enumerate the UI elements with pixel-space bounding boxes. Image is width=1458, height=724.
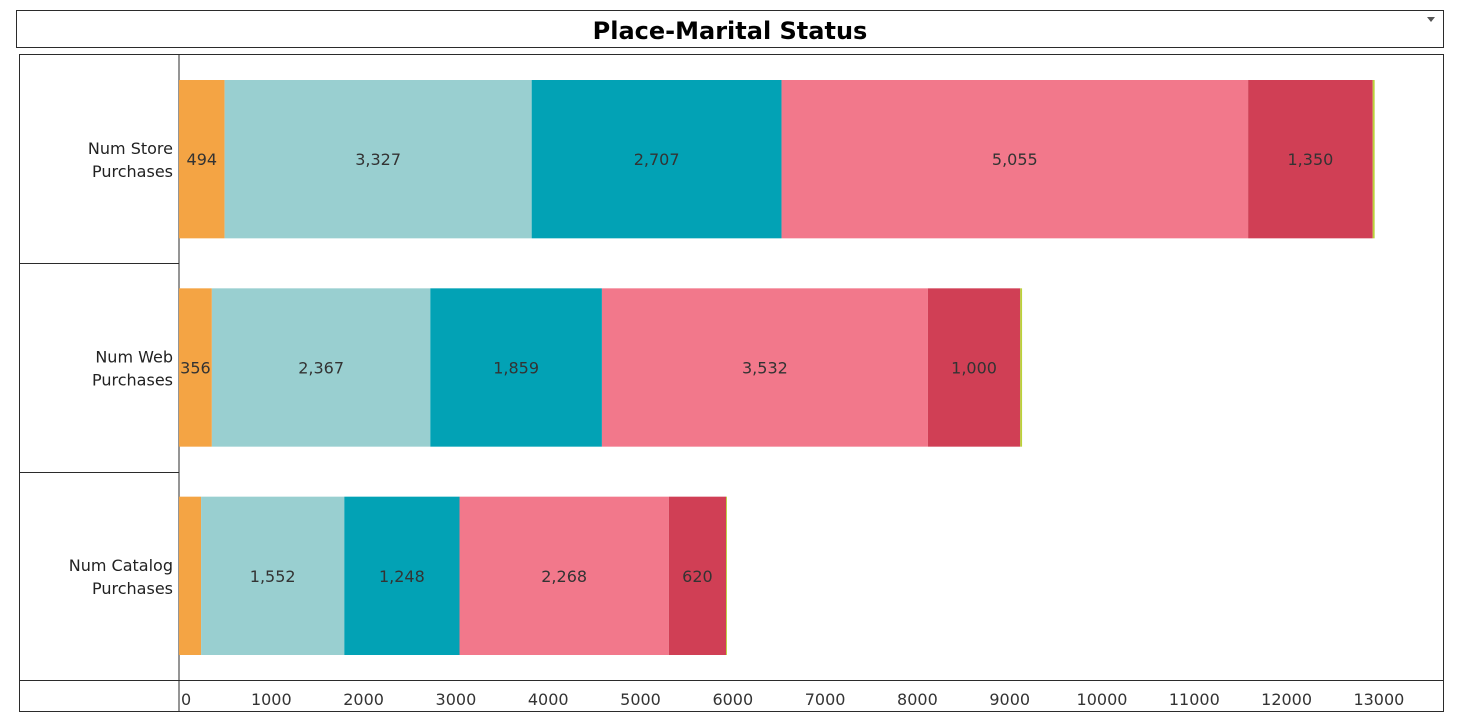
x-tick-label: 10000 [1077, 690, 1128, 709]
bar-segment [927, 288, 1021, 447]
dropdown-arrow-icon[interactable] [1427, 17, 1435, 22]
data-label: 1,552 [250, 567, 296, 586]
category-label: Purchases [92, 371, 173, 390]
category-label: Purchases [92, 162, 173, 181]
x-tick-label: 8000 [897, 690, 938, 709]
x-tick-label: 3000 [436, 690, 477, 709]
x-tick-label: 0 [181, 690, 191, 709]
data-label: 494 [187, 150, 218, 169]
x-tick-label: 5000 [620, 690, 661, 709]
page-title: Place-Marital Status [592, 17, 868, 45]
bar-segment [668, 496, 727, 655]
x-tick-label: 7000 [805, 690, 846, 709]
x-tick-label: 13000 [1353, 690, 1404, 709]
x-tick-label: 4000 [528, 690, 569, 709]
bar-segment [726, 496, 727, 655]
bar-segment [1372, 80, 1375, 239]
bar-segment [601, 288, 928, 447]
bar-segment [224, 80, 532, 239]
title-box: Place-Marital Status [16, 10, 1444, 48]
data-label: 3,532 [742, 359, 788, 378]
bar-segment [459, 496, 669, 655]
bar-segment [179, 496, 202, 655]
data-label: 1,248 [379, 567, 425, 586]
data-label: 2,268 [541, 567, 587, 586]
bar-segment [201, 496, 345, 655]
bar-segment [179, 288, 212, 447]
category-label: Num Web [95, 348, 173, 367]
stacked-bar-chart: 494 3,327 2,707 5,055 1,350 Num Store Purchase… [20, 55, 1443, 711]
bar-segment [430, 288, 602, 447]
x-tick-label: 11000 [1169, 690, 1220, 709]
data-label: 5,055 [992, 150, 1038, 169]
bar-segment [211, 288, 431, 447]
chart-frame: 494 3,327 2,707 5,055 1,350 Num Store Purchase… [19, 54, 1444, 712]
bar-segment [781, 80, 1249, 239]
x-tick-label: 12000 [1261, 690, 1312, 709]
data-label: 1,859 [493, 359, 539, 378]
data-label: 620 [682, 567, 713, 586]
data-label: 1,000 [951, 359, 997, 378]
data-label: 1,350 [1288, 150, 1334, 169]
x-tick-label: 1000 [251, 690, 292, 709]
data-label: 3,327 [355, 150, 401, 169]
category-label: Num Catalog [69, 556, 173, 575]
category-label: Purchases [92, 579, 173, 598]
bar-segment [1020, 288, 1023, 447]
bar-segment [531, 80, 782, 239]
data-label: 2,367 [298, 359, 344, 378]
data-label: 2,707 [634, 150, 680, 169]
data-label: 356 [180, 359, 211, 378]
bar-segment [179, 80, 225, 239]
x-tick-label: 2000 [343, 690, 384, 709]
bar-segment [344, 496, 460, 655]
category-label: Num Store [88, 139, 173, 158]
x-tick-label: 9000 [989, 690, 1030, 709]
x-tick-label: 6000 [712, 690, 753, 709]
bar-segment [1248, 80, 1373, 239]
